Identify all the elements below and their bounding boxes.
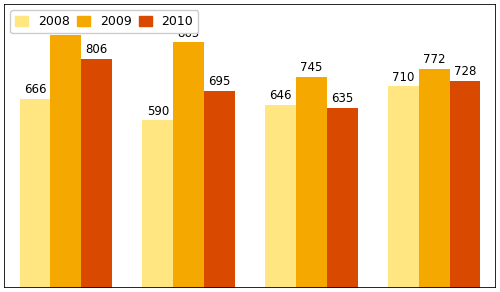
Bar xyxy=(81,59,112,288)
Bar xyxy=(419,69,450,288)
Legend: 2008, 2009, 2010: 2008, 2009, 2010 xyxy=(10,11,198,33)
Text: 806: 806 xyxy=(85,43,108,56)
Bar xyxy=(266,105,296,288)
Bar xyxy=(20,99,50,288)
Text: 710: 710 xyxy=(392,71,415,84)
Bar xyxy=(173,42,204,288)
Text: 666: 666 xyxy=(24,83,46,96)
Text: 772: 772 xyxy=(423,53,446,66)
Bar xyxy=(450,81,480,288)
Text: 590: 590 xyxy=(146,105,169,118)
Bar xyxy=(142,121,173,288)
Bar xyxy=(50,34,81,288)
Text: 728: 728 xyxy=(454,65,476,79)
Bar xyxy=(388,86,419,288)
Bar xyxy=(327,108,358,288)
Text: 865: 865 xyxy=(178,27,200,40)
Bar xyxy=(296,77,327,288)
Text: 893: 893 xyxy=(54,19,77,32)
Bar xyxy=(204,91,234,288)
Text: 745: 745 xyxy=(300,61,322,74)
Text: 695: 695 xyxy=(208,75,231,88)
Text: 635: 635 xyxy=(331,92,353,105)
Text: 646: 646 xyxy=(270,89,292,102)
